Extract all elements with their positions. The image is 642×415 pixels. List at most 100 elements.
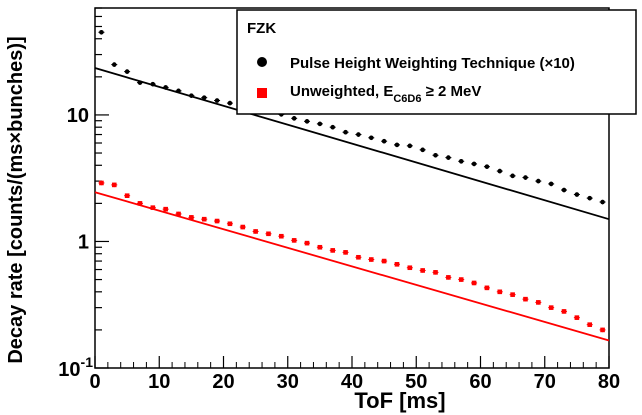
x-axis-title: ToF [ms] [354,388,445,413]
data-point-unweighted [176,211,181,217]
data-point-unweighted [497,289,503,295]
data-point-unweighted [150,205,156,210]
data-point-unweighted [99,180,104,186]
data-point-weighted [214,98,220,103]
data-point-unweighted [163,206,168,212]
legend-box [236,9,637,115]
data-point-unweighted [458,277,464,282]
data-point-weighted [330,124,336,130]
data-point-unweighted [214,218,220,224]
data-point-unweighted [471,280,477,286]
data-point-unweighted [343,250,348,255]
data-point-unweighted [536,300,541,305]
y-axis-title: Decay rate [counts/(ms×bunches)] [5,36,27,363]
data-point-weighted [227,100,233,106]
data-point-unweighted [368,257,374,262]
data-point-weighted [189,93,194,98]
data-point-unweighted [446,275,451,280]
y-tick-label: 10-1 [58,354,93,381]
x-tick-label: 0 [89,371,100,393]
data-point-unweighted [484,285,490,291]
data-point-unweighted [510,292,515,297]
data-point-weighted [548,181,554,187]
data-point-unweighted [227,221,233,227]
data-point-weighted [381,138,387,144]
data-point-weighted [317,121,323,127]
x-tick-label: 60 [469,371,491,393]
data-point-weighted [304,119,310,124]
data-point-unweighted [523,296,528,302]
data-point-weighted [163,85,168,90]
data-point-unweighted [381,258,387,264]
data-point-weighted [176,88,181,94]
data-point-unweighted [111,182,117,188]
data-point-unweighted [124,193,130,198]
data-point-unweighted [330,248,336,253]
data-point-unweighted [201,216,207,222]
data-point-weighted [201,95,207,100]
data-point-unweighted [240,224,246,230]
fit-line-weighted [94,67,610,221]
data-point-weighted [471,161,477,167]
data-point-unweighted [304,240,310,246]
data-point-weighted [523,175,528,180]
data-point-unweighted [433,270,438,275]
data-point-weighted [484,164,490,169]
data-point-unweighted [407,265,413,271]
legend-title: FZK [247,20,276,37]
x-tick-label: 10 [148,371,170,393]
data-point-weighted [137,80,143,85]
data-point-unweighted [266,231,271,237]
x-tick-label: 20 [212,371,234,393]
data-point-weighted [368,135,374,141]
legend-label-unweighted-tail: ≥ 2 MeV [421,83,481,100]
data-point-weighted [111,62,117,67]
data-point-weighted [124,69,130,74]
data-point-unweighted [587,322,593,327]
legend-marker-unweighted [257,88,267,98]
data-point-unweighted [548,305,554,310]
data-point-weighted [343,129,348,135]
x-tick-label: 50 [405,371,427,393]
legend-marker-weighted [257,57,267,67]
data-point-weighted [433,152,438,158]
data-point-unweighted [189,215,194,220]
data-point-unweighted [317,244,323,250]
data-point-weighted [291,116,297,121]
data-point-weighted [587,195,593,201]
data-point-unweighted [420,268,425,273]
data-point-unweighted [253,229,258,234]
legend-label-weighted: Pulse Height Weighting Technique (×10) [290,55,575,72]
data-point-weighted [561,187,567,193]
data-point-unweighted [291,238,297,243]
y-tick-exponent: -1 [81,354,94,370]
data-point-unweighted [600,327,605,333]
x-tick-label: 70 [534,371,556,393]
x-tick-label: 40 [341,371,363,393]
data-point-weighted [420,147,425,153]
data-point-weighted [510,173,515,179]
data-point-weighted [150,81,156,87]
data-point-weighted [356,132,361,137]
legend-label-unweighted: Unweighted, EC6D6 ≥ 2 MeV [290,83,481,105]
data-point-weighted [458,159,464,164]
y-tick-label: 1 [78,231,89,253]
data-point-weighted [600,199,605,205]
data-point-weighted [446,155,451,160]
data-point-weighted [497,168,503,174]
y-tick-label: 10 [67,105,89,127]
x-tick-label: 30 [277,371,299,393]
data-point-weighted [99,29,104,35]
data-point-unweighted [137,201,143,206]
data-point-weighted [394,142,400,148]
data-point-weighted [407,143,413,149]
legend-label-unweighted-main: Unweighted, E [290,83,393,100]
fit-line-unweighted [94,191,610,342]
y-tick-base: 10 [58,359,80,381]
data-point-weighted [574,192,580,197]
data-point-unweighted [356,254,361,260]
legend: FZK Pulse Height Weighting Technique (×1… [236,9,637,115]
legend-label-unweighted-sub: C6D6 [393,93,421,105]
data-point-unweighted [574,315,580,320]
